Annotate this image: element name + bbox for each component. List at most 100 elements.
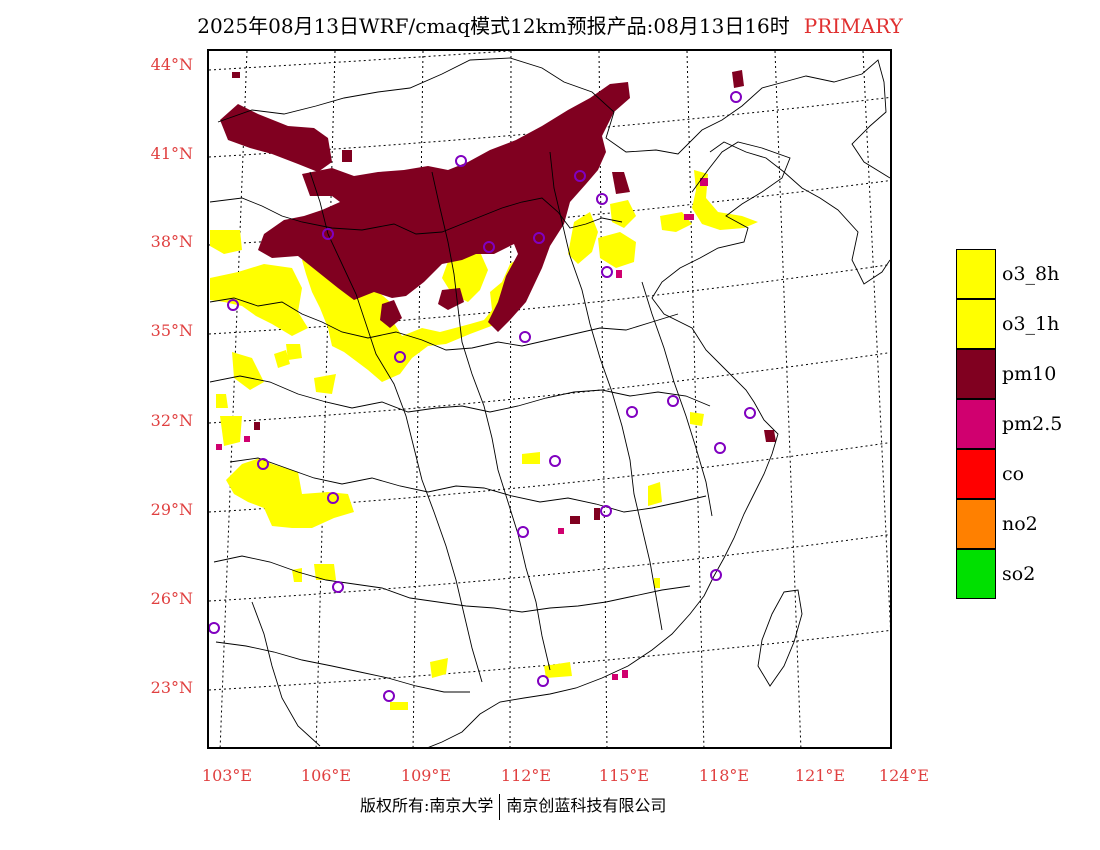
station-circle: [332, 581, 344, 593]
province-line: [209, 375, 711, 413]
station-circle: [209, 622, 220, 634]
lon-label-118: 118°E: [698, 766, 750, 785]
station-circle: [600, 505, 612, 517]
o3-area: [226, 458, 354, 528]
o3-area: [648, 482, 662, 506]
legend-label: co: [1002, 463, 1025, 485]
province-line: [209, 297, 679, 351]
legend-label: pm10: [1002, 363, 1057, 385]
o3-area: [690, 412, 704, 426]
parallel-35: [209, 264, 890, 335]
northeast-border: [709, 141, 890, 285]
o3-area: [286, 344, 302, 360]
legend-label: o3_8h: [1002, 263, 1060, 285]
lon-label-109: 109°E: [400, 766, 452, 785]
legend-item-o3-1h: o3_1h: [956, 299, 1096, 349]
station-circle: [322, 228, 334, 240]
legend-swatch: [956, 549, 996, 599]
legend-label: o3_1h: [1002, 313, 1060, 335]
pm25-area: [700, 178, 708, 186]
pm25-area: [616, 270, 622, 278]
pm25-areas: [216, 178, 708, 680]
lon-label-115: 115°E: [598, 766, 650, 785]
o3-area: [654, 578, 660, 588]
legend-label: no2: [1002, 513, 1038, 535]
legend-swatch: [956, 299, 996, 349]
legend-item-o3-8h: o3_8h: [956, 249, 1096, 299]
legend-label: pm2.5: [1002, 413, 1063, 435]
boundaries: [209, 57, 890, 747]
station-circle: [714, 442, 726, 454]
lat-label-23: 23°N: [150, 678, 193, 697]
pm25-area: [612, 674, 618, 680]
o3-area: [210, 264, 308, 336]
parallel-44: [209, 51, 516, 71]
pm25-area: [684, 214, 694, 220]
province-line: [213, 555, 691, 613]
pm10-area: [732, 70, 744, 88]
pm10-area: [380, 300, 402, 328]
map-title-main: 2025年08月13日WRF/cmaq模式12km预报产品:08月13日16时: [197, 14, 790, 38]
o3-area: [216, 394, 228, 408]
o3-area: [210, 230, 242, 254]
meridian-115: [598, 51, 608, 747]
coastline: [428, 141, 791, 747]
taiwan-outline: [757, 589, 803, 687]
o3-area: [544, 662, 572, 678]
meridian-106: [315, 51, 336, 747]
parallel-23: [209, 629, 890, 691]
pm10-area: [612, 172, 630, 194]
province-line: [549, 151, 663, 631]
station-circle: [667, 395, 679, 407]
province-line: [309, 171, 483, 683]
station-circle: [744, 407, 756, 419]
o3-area: [430, 658, 448, 678]
lat-label-38: 38°N: [150, 232, 193, 251]
meridian-103: [219, 51, 248, 747]
legend-swatch: [956, 349, 996, 399]
station-circle: [483, 241, 495, 253]
o3-area: [314, 564, 336, 580]
o3-area: [220, 416, 242, 446]
meridian-118: [686, 51, 705, 747]
lon-label-124: 124°E: [878, 766, 930, 785]
pm25-area: [244, 436, 250, 442]
province-line: [215, 641, 470, 693]
legend-swatch: [956, 449, 996, 499]
station-circle: [394, 351, 406, 363]
pm10-area: [764, 430, 776, 442]
lat-label-29: 29°N: [150, 500, 193, 519]
parallel-29: [209, 442, 890, 513]
legend-label: so2: [1002, 563, 1036, 585]
station-circle: [455, 155, 467, 167]
province-line: [431, 171, 551, 671]
map-canvas: [209, 51, 890, 747]
station-circle: [549, 455, 561, 467]
legend-item-co: co: [956, 449, 1096, 499]
o3-area: [232, 352, 264, 390]
copyright-separator: [499, 793, 501, 820]
lon-label-103: 103°E: [201, 766, 253, 785]
o3-area: [692, 170, 758, 230]
o3-area: [292, 568, 302, 582]
lon-label-121: 121°E: [794, 766, 846, 785]
parallel-32: [209, 352, 890, 424]
o3-area: [568, 212, 598, 264]
pm10-area: [220, 104, 332, 172]
legend-item-no2: no2: [956, 499, 1096, 549]
province-line: [229, 457, 707, 513]
pm10-area: [594, 508, 600, 520]
map-title: 2025年08月13日WRF/cmaq模式12km预报产品:08月13日16时 P…: [0, 10, 1100, 40]
legend-item-so2: so2: [956, 549, 1096, 599]
lat-label-35: 35°N: [150, 321, 193, 340]
lon-label-106: 106°E: [300, 766, 352, 785]
northern-border: [217, 57, 890, 179]
lat-label-32: 32°N: [150, 411, 193, 430]
o3-area: [598, 232, 636, 268]
legend-item-pm10: pm10: [956, 349, 1096, 399]
pm10-area: [254, 422, 260, 430]
copyright-left: 版权所有:南京大学: [360, 796, 494, 815]
parallel-38: [209, 180, 890, 246]
pm10-areas: [220, 70, 776, 524]
pm25-area: [558, 528, 564, 534]
